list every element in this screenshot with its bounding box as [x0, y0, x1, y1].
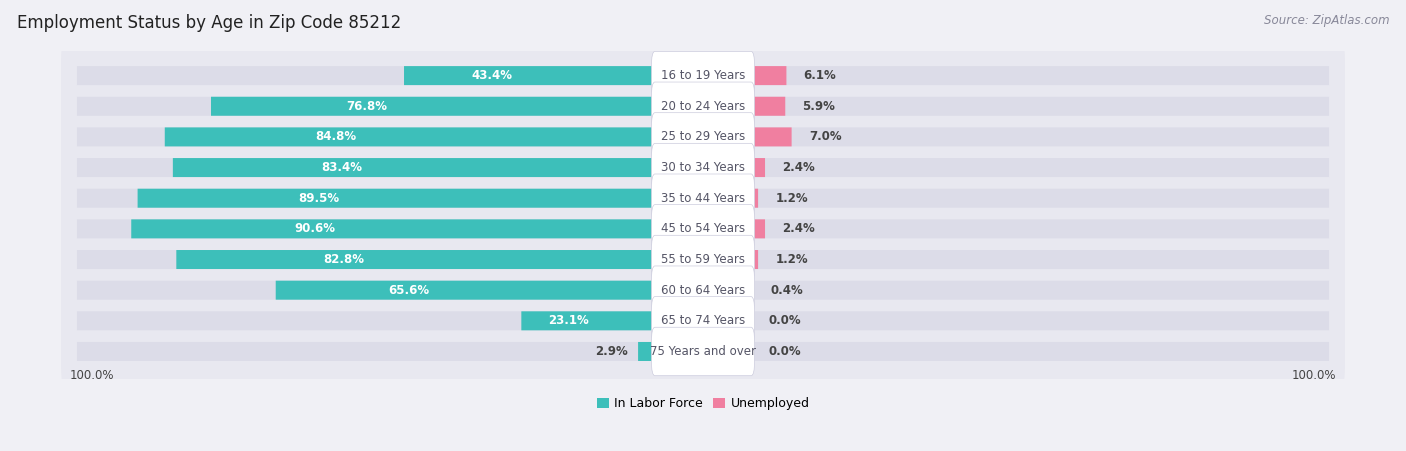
FancyBboxPatch shape	[60, 220, 1346, 299]
FancyBboxPatch shape	[138, 189, 655, 208]
FancyBboxPatch shape	[651, 174, 755, 222]
FancyBboxPatch shape	[77, 342, 655, 361]
FancyBboxPatch shape	[751, 281, 1329, 299]
FancyBboxPatch shape	[77, 311, 655, 330]
FancyBboxPatch shape	[751, 250, 1329, 269]
FancyBboxPatch shape	[77, 127, 655, 147]
FancyBboxPatch shape	[60, 189, 1346, 269]
Text: 45 to 54 Years: 45 to 54 Years	[661, 222, 745, 235]
FancyBboxPatch shape	[751, 66, 1329, 85]
FancyBboxPatch shape	[751, 158, 1329, 177]
Text: 2.4%: 2.4%	[782, 222, 815, 235]
FancyBboxPatch shape	[60, 36, 1346, 115]
Text: 35 to 44 Years: 35 to 44 Years	[661, 192, 745, 205]
Text: 82.8%: 82.8%	[323, 253, 364, 266]
Text: Employment Status by Age in Zip Code 85212: Employment Status by Age in Zip Code 852…	[17, 14, 401, 32]
Text: 23.1%: 23.1%	[548, 314, 589, 327]
FancyBboxPatch shape	[404, 66, 655, 85]
FancyBboxPatch shape	[751, 219, 765, 239]
Text: 30 to 34 Years: 30 to 34 Years	[661, 161, 745, 174]
FancyBboxPatch shape	[751, 97, 786, 116]
FancyBboxPatch shape	[751, 127, 792, 147]
FancyBboxPatch shape	[77, 158, 655, 177]
FancyBboxPatch shape	[651, 205, 755, 253]
FancyBboxPatch shape	[77, 66, 655, 85]
Text: 100.0%: 100.0%	[1292, 369, 1336, 382]
FancyBboxPatch shape	[60, 66, 1346, 146]
FancyBboxPatch shape	[77, 250, 655, 269]
Text: 75 Years and over: 75 Years and over	[650, 345, 756, 358]
FancyBboxPatch shape	[751, 311, 1329, 330]
Text: 0.4%: 0.4%	[770, 284, 803, 297]
Text: 1.2%: 1.2%	[775, 192, 808, 205]
FancyBboxPatch shape	[751, 127, 1329, 147]
FancyBboxPatch shape	[276, 281, 655, 299]
Text: 65.6%: 65.6%	[388, 284, 429, 297]
FancyBboxPatch shape	[651, 82, 755, 130]
FancyBboxPatch shape	[176, 250, 655, 269]
FancyBboxPatch shape	[651, 327, 755, 376]
FancyBboxPatch shape	[165, 127, 655, 147]
FancyBboxPatch shape	[77, 219, 655, 239]
FancyBboxPatch shape	[131, 219, 655, 239]
Text: 0.0%: 0.0%	[768, 345, 801, 358]
FancyBboxPatch shape	[651, 235, 755, 284]
FancyBboxPatch shape	[651, 143, 755, 192]
FancyBboxPatch shape	[77, 97, 655, 116]
FancyBboxPatch shape	[751, 189, 1329, 208]
Text: 84.8%: 84.8%	[316, 130, 357, 143]
Text: Source: ZipAtlas.com: Source: ZipAtlas.com	[1264, 14, 1389, 27]
Text: 76.8%: 76.8%	[346, 100, 387, 113]
Text: 43.4%: 43.4%	[471, 69, 512, 82]
FancyBboxPatch shape	[60, 97, 1346, 177]
FancyBboxPatch shape	[173, 158, 655, 177]
Text: 83.4%: 83.4%	[321, 161, 363, 174]
FancyBboxPatch shape	[751, 342, 1329, 361]
FancyBboxPatch shape	[60, 128, 1346, 207]
FancyBboxPatch shape	[751, 219, 1329, 239]
FancyBboxPatch shape	[211, 97, 655, 116]
Text: 60 to 64 Years: 60 to 64 Years	[661, 284, 745, 297]
FancyBboxPatch shape	[751, 158, 765, 177]
FancyBboxPatch shape	[77, 281, 655, 299]
FancyBboxPatch shape	[651, 297, 755, 345]
Text: 20 to 24 Years: 20 to 24 Years	[661, 100, 745, 113]
Text: 90.6%: 90.6%	[294, 222, 335, 235]
Legend: In Labor Force, Unemployed: In Labor Force, Unemployed	[592, 392, 814, 415]
Text: 65 to 74 Years: 65 to 74 Years	[661, 314, 745, 327]
FancyBboxPatch shape	[651, 113, 755, 161]
Text: 100.0%: 100.0%	[70, 369, 114, 382]
Text: 6.1%: 6.1%	[804, 69, 837, 82]
FancyBboxPatch shape	[651, 51, 755, 100]
Text: 1.2%: 1.2%	[775, 253, 808, 266]
FancyBboxPatch shape	[522, 311, 655, 330]
Text: 55 to 59 Years: 55 to 59 Years	[661, 253, 745, 266]
Text: 5.9%: 5.9%	[803, 100, 835, 113]
FancyBboxPatch shape	[751, 281, 754, 299]
FancyBboxPatch shape	[60, 250, 1346, 330]
Text: 89.5%: 89.5%	[298, 192, 339, 205]
FancyBboxPatch shape	[751, 250, 758, 269]
Text: 25 to 29 Years: 25 to 29 Years	[661, 130, 745, 143]
FancyBboxPatch shape	[60, 312, 1346, 391]
FancyBboxPatch shape	[60, 158, 1346, 238]
FancyBboxPatch shape	[751, 97, 1329, 116]
FancyBboxPatch shape	[60, 281, 1346, 361]
FancyBboxPatch shape	[651, 266, 755, 314]
FancyBboxPatch shape	[638, 342, 655, 361]
Text: 2.4%: 2.4%	[782, 161, 815, 174]
FancyBboxPatch shape	[751, 66, 786, 85]
Text: 16 to 19 Years: 16 to 19 Years	[661, 69, 745, 82]
FancyBboxPatch shape	[77, 189, 655, 208]
Text: 2.9%: 2.9%	[595, 345, 627, 358]
Text: 7.0%: 7.0%	[808, 130, 841, 143]
Text: 0.0%: 0.0%	[768, 314, 801, 327]
FancyBboxPatch shape	[751, 189, 758, 208]
